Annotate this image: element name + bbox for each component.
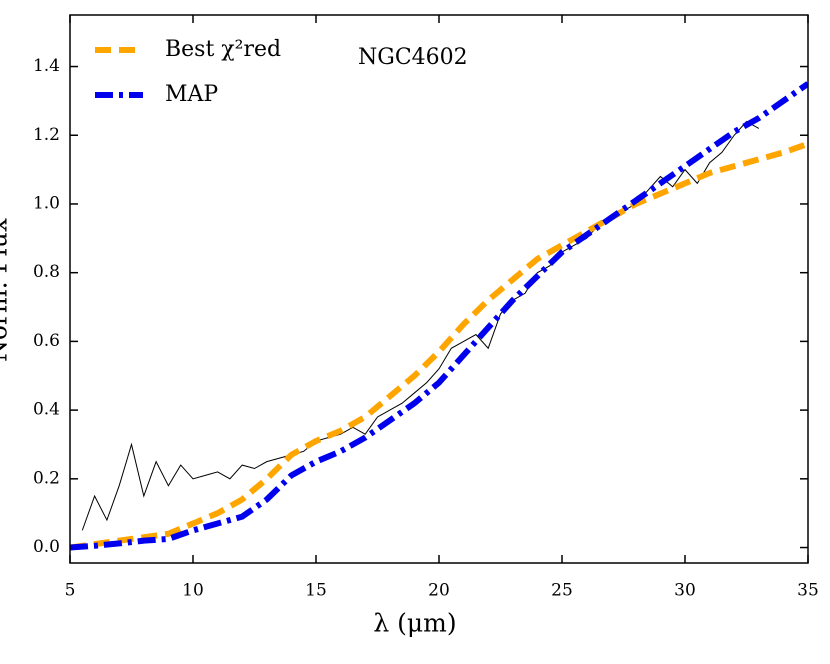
y-tick-label: 0.6 xyxy=(33,331,60,351)
plot-frame xyxy=(69,14,809,564)
x-tick-label: 15 xyxy=(305,581,327,601)
x-tick-label: 35 xyxy=(797,581,819,601)
x-axis-label: λ (μm) xyxy=(373,609,456,638)
series-line xyxy=(70,141,808,551)
y-tick-label: 0.2 xyxy=(33,468,60,488)
y-tick-label: 1.4 xyxy=(33,56,60,76)
annotation: NGC4602 xyxy=(358,45,468,70)
x-tick-label: 5 xyxy=(65,581,76,601)
y-axis-label: Norm. Flux xyxy=(0,218,13,362)
x-tick-label: 20 xyxy=(428,581,450,601)
x-tick-label: 25 xyxy=(551,581,573,601)
legend-label: MAP xyxy=(165,82,218,107)
series-line xyxy=(70,81,808,551)
y-tick-label: 1.0 xyxy=(33,193,60,213)
x-tick-label: 10 xyxy=(182,581,204,601)
series-line xyxy=(81,120,760,531)
x-tick-label: 30 xyxy=(674,581,696,601)
y-tick-label: 0.0 xyxy=(33,537,60,557)
legend-label: Best χ²red xyxy=(165,37,281,62)
y-tick-label: 1.2 xyxy=(33,125,60,145)
y-tick-label: 0.4 xyxy=(33,400,60,420)
y-tick-label: 0.8 xyxy=(33,262,60,282)
